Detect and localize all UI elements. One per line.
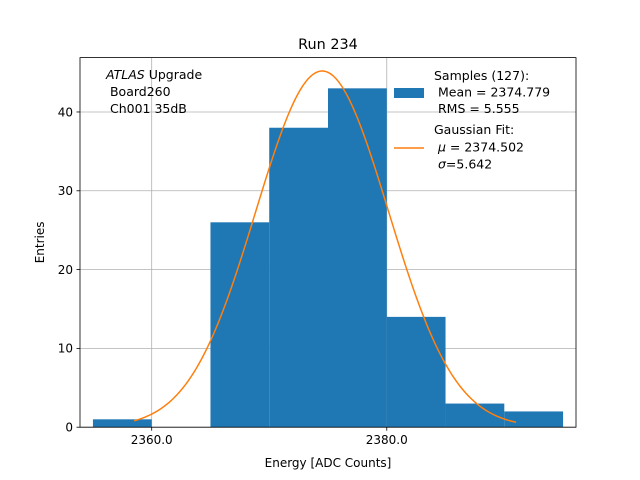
x-axis-label: Energy [ADC Counts] (265, 456, 392, 470)
y-tick-label: 10 (58, 342, 73, 356)
annotation-line-2: Board260 (106, 84, 171, 99)
y-axis-label: Entries (33, 222, 47, 264)
annotation-line-3: Ch001 35dB (106, 101, 187, 116)
x-tick-label: 2360.0 (131, 433, 173, 447)
atlas-label: ATLAS (105, 67, 145, 82)
histogram-bar (328, 88, 387, 428)
chart-title: Run 234 (298, 37, 358, 53)
histogram-bar (269, 127, 328, 428)
annotation-block: ATLAS Upgrade Board260 Ch001 35dB (105, 67, 202, 116)
gaussian-fit (133, 70, 517, 423)
sigma-value: =5.642 (446, 157, 492, 172)
x-tick-label: 2380.0 (366, 433, 408, 447)
y-tick-label: 40 (58, 105, 73, 119)
histogram-bar (92, 419, 152, 428)
mu-value: = 2374.502 (446, 140, 524, 155)
y-tick-label: 20 (58, 263, 73, 277)
legend-samples-mean: Mean = 2374.779 (434, 85, 550, 100)
legend: Samples (127): Mean = 2374.779 RMS = 5.5… (394, 68, 550, 172)
upgrade-label: Upgrade (145, 67, 203, 82)
sigma-symbol: σ (438, 157, 447, 172)
legend-fit-name: Gaussian Fit: (434, 122, 514, 137)
legend-fit-sigma: σ=5.642 (434, 157, 492, 172)
histogram-bars (92, 88, 564, 428)
histogram-bar (504, 411, 564, 428)
y-ticks: 0 10 20 30 40 (58, 105, 80, 435)
y-tick-label: 30 (58, 184, 73, 198)
y-tick-label: 0 (65, 421, 73, 435)
legend-samples-swatch (394, 88, 424, 98)
histogram-bar (386, 316, 446, 428)
annotation-line-1: ATLAS Upgrade (105, 67, 202, 82)
legend-samples-name: Samples (127): (434, 68, 529, 83)
x-ticks: 2360.0 2380.0 (131, 427, 408, 447)
legend-samples-rms: RMS = 5.555 (434, 101, 520, 116)
legend-fit-mu: μ = 2374.502 (434, 140, 524, 155)
plot-frame (79, 57, 577, 428)
fit-curve (133, 70, 517, 423)
mu-symbol: μ (437, 140, 446, 155)
histogram-bar (445, 403, 505, 428)
histogram-bar (210, 222, 270, 428)
